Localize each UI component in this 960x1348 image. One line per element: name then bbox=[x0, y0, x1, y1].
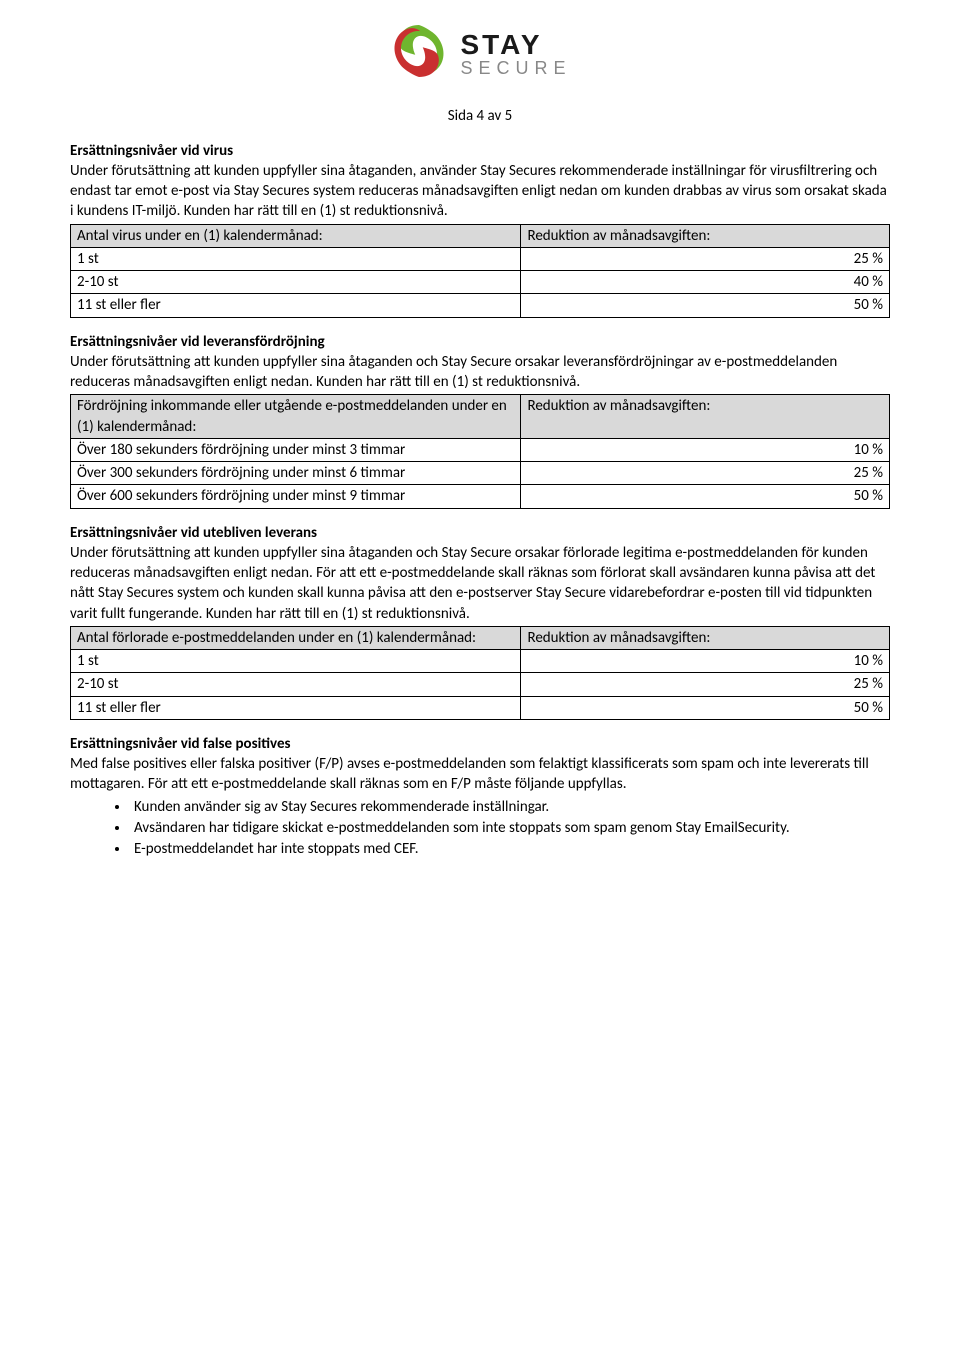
body-lost: Under förutsättning att kunden uppfyller… bbox=[70, 543, 890, 624]
logo: STAY SECURE bbox=[388, 20, 571, 88]
cell-right: 50 % bbox=[521, 696, 890, 719]
cell-left: 11 st eller fler bbox=[71, 294, 521, 317]
table-row: 2-10 st 40 % bbox=[71, 271, 890, 294]
cell-right: 25 % bbox=[521, 673, 890, 696]
table-header-left: Antal förlorade e-postmeddelanden under … bbox=[71, 626, 521, 649]
cell-left: 1 st bbox=[71, 650, 521, 673]
heading-delay: Ersättningsnivåer vid leveransfördröjnin… bbox=[70, 332, 890, 352]
cell-left: 2-10 st bbox=[71, 673, 521, 696]
table-virus: Antal virus under en (1) kalendermånad: … bbox=[70, 224, 890, 318]
cell-right: 10 % bbox=[521, 438, 890, 461]
table-header-left: Fördröjning inkommande eller utgående e-… bbox=[71, 395, 521, 439]
logo-brand-top: STAY bbox=[460, 31, 542, 59]
logo-container: STAY SECURE bbox=[70, 20, 890, 88]
table-lost: Antal förlorade e-postmeddelanden under … bbox=[70, 626, 890, 720]
table-row: 1 st 25 % bbox=[71, 247, 890, 270]
cell-right: 50 % bbox=[521, 485, 890, 508]
table-row: 11 st eller fler 50 % bbox=[71, 696, 890, 719]
table-row: 2-10 st 25 % bbox=[71, 673, 890, 696]
logo-text: STAY SECURE bbox=[460, 31, 571, 77]
logo-brand-bottom: SECURE bbox=[460, 59, 571, 77]
cell-right: 50 % bbox=[521, 294, 890, 317]
table-header-left: Antal virus under en (1) kalendermånad: bbox=[71, 224, 521, 247]
list-item: Kunden använder sig av Stay Secures reko… bbox=[130, 797, 890, 817]
list-item: Avsändaren har tidigare skickat e-postme… bbox=[130, 818, 890, 838]
cell-right: 10 % bbox=[521, 650, 890, 673]
heading-false-positives: Ersättningsnivåer vid false positives bbox=[70, 734, 890, 754]
heading-virus: Ersättningsnivåer vid virus bbox=[70, 141, 890, 161]
cell-right: 25 % bbox=[521, 462, 890, 485]
body-virus: Under förutsättning att kunden uppfyller… bbox=[70, 161, 890, 222]
cell-left: Över 300 sekunders fördröjning under min… bbox=[71, 462, 521, 485]
table-row: Över 600 sekunders fördröjning under min… bbox=[71, 485, 890, 508]
table-row: Över 180 sekunders fördröjning under min… bbox=[71, 438, 890, 461]
cell-left: Över 180 sekunders fördröjning under min… bbox=[71, 438, 521, 461]
table-header-right: Reduktion av månadsavgiften: bbox=[521, 224, 890, 247]
table-header-right: Reduktion av månadsavgiften: bbox=[521, 395, 890, 439]
table-row: 1 st 10 % bbox=[71, 650, 890, 673]
cell-left: 1 st bbox=[71, 247, 521, 270]
cell-left: 2-10 st bbox=[71, 271, 521, 294]
body-delay: Under förutsättning att kunden uppfyller… bbox=[70, 352, 890, 393]
bullet-list-false-positives: Kunden använder sig av Stay Secures reko… bbox=[130, 797, 890, 860]
table-header-right: Reduktion av månadsavgiften: bbox=[521, 626, 890, 649]
list-item: E-postmeddelandet har inte stoppats med … bbox=[130, 839, 890, 859]
cell-left: 11 st eller fler bbox=[71, 696, 521, 719]
table-row: 11 st eller fler 50 % bbox=[71, 294, 890, 317]
logo-mark-icon bbox=[388, 20, 450, 88]
body-false-positives: Med false positives eller falska positiv… bbox=[70, 754, 890, 795]
page-indicator: Sida 4 av 5 bbox=[70, 106, 890, 126]
table-delay: Fördröjning inkommande eller utgående e-… bbox=[70, 394, 890, 508]
heading-lost: Ersättningsnivåer vid utebliven leverans bbox=[70, 523, 890, 543]
cell-right: 40 % bbox=[521, 271, 890, 294]
table-row: Över 300 sekunders fördröjning under min… bbox=[71, 462, 890, 485]
cell-left: Över 600 sekunders fördröjning under min… bbox=[71, 485, 521, 508]
cell-right: 25 % bbox=[521, 247, 890, 270]
